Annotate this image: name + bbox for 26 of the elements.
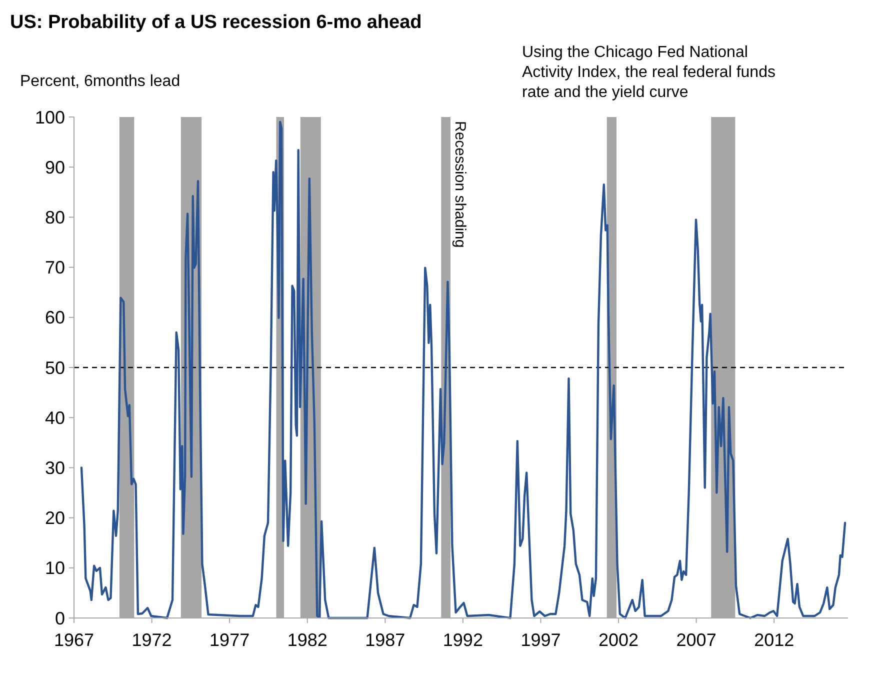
- x-tick-label: 1982: [287, 630, 328, 650]
- y-tick-label: 0: [54, 608, 65, 628]
- x-tick-label: 2012: [754, 630, 794, 650]
- y-tick-label: 70: [44, 258, 65, 278]
- x-tick-label: 1967: [54, 630, 94, 650]
- y-tick-label: 90: [44, 157, 65, 178]
- x-tick-label: 1977: [210, 630, 250, 650]
- y-tick-label: 50: [44, 358, 65, 378]
- x-tick-label: 2002: [598, 630, 639, 650]
- text: Using the Chicago Fed National Activity Index, the real federal funds rate and the yield curve: [522, 44, 776, 101]
- y-tick-label: 80: [44, 208, 65, 228]
- x-tick-label: 1997: [520, 630, 561, 650]
- y-tick-label: 20: [44, 508, 65, 528]
- chart-title: US: Probability of a US recession 6-mo ahead: [10, 12, 422, 33]
- y-tick-label: 60: [44, 308, 65, 328]
- x-tick-label: 1992: [442, 630, 483, 650]
- y-tick-label: 10: [44, 558, 65, 578]
- line-series: [80, 120, 846, 620]
- y-tick-label: 100: [34, 107, 65, 128]
- x-tick-label: 2007: [676, 630, 716, 650]
- x-tick-label: 1987: [365, 630, 406, 650]
- x-tick-label: 1972: [132, 630, 172, 650]
- y-axis-title: Percent, 6months lead: [20, 73, 180, 90]
- y-tick-label: 30: [44, 458, 65, 478]
- y-tick-label: 40: [44, 408, 65, 428]
- band-label: Recession shading: [452, 121, 468, 248]
